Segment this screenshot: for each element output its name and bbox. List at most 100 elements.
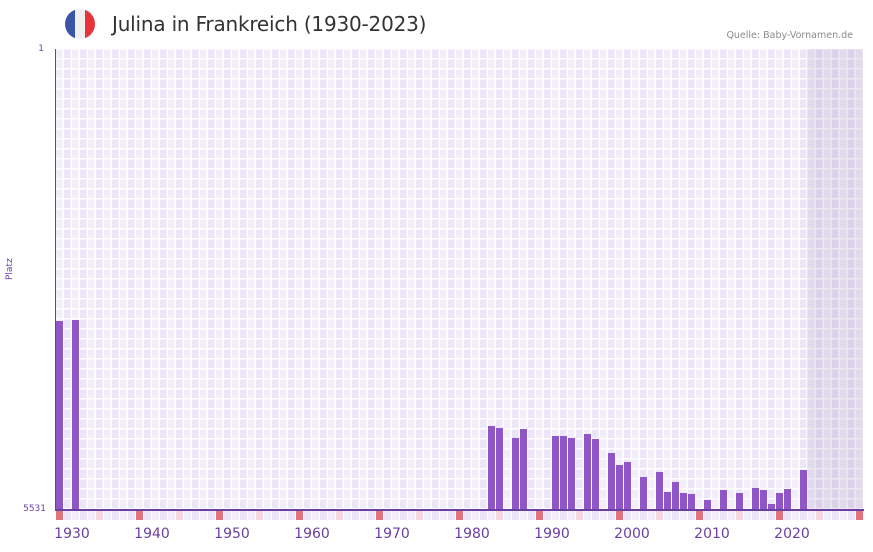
year-tick	[288, 511, 295, 520]
year-tick	[648, 511, 655, 520]
grid-background	[56, 49, 863, 508]
bar-2018[interactable]	[760, 490, 767, 509]
year-tick	[64, 511, 71, 520]
bar-2020[interactable]	[776, 493, 783, 509]
year-tick	[232, 511, 239, 520]
bar-2013[interactable]	[720, 490, 727, 509]
year-tick	[792, 511, 799, 520]
x-tick-label: 2020	[774, 526, 810, 542]
x-tick-label: 1950	[214, 526, 250, 542]
year-tick	[768, 511, 775, 520]
bar-1996[interactable]	[584, 434, 591, 509]
bar-2023[interactable]	[800, 470, 807, 509]
bar-2005[interactable]	[656, 471, 663, 509]
half-decade-tick	[496, 511, 503, 520]
year-tick	[840, 511, 847, 520]
year-tick	[824, 511, 831, 520]
bar-1930[interactable]	[56, 321, 63, 509]
year-tick	[600, 511, 607, 520]
bar-2006[interactable]	[664, 492, 671, 509]
decade-tick	[296, 511, 303, 520]
year-tick	[800, 511, 807, 520]
bar-1987[interactable]	[512, 438, 519, 509]
year-tick	[80, 511, 87, 520]
year-tick	[104, 511, 111, 520]
bar-2019[interactable]	[768, 504, 775, 509]
year-tick	[832, 511, 839, 520]
year-tick-strip	[55, 511, 864, 520]
bar-2009[interactable]	[688, 494, 695, 509]
year-tick	[664, 511, 671, 520]
bar-2021[interactable]	[784, 489, 791, 509]
year-tick	[120, 511, 127, 520]
year-tick	[688, 511, 695, 520]
y-tick-bottom: 5531	[23, 504, 46, 514]
bar-1932[interactable]	[72, 320, 79, 509]
year-tick	[760, 511, 767, 520]
half-decade-tick	[576, 511, 583, 520]
year-tick	[720, 511, 727, 520]
bar-2007[interactable]	[672, 481, 679, 509]
year-tick	[808, 511, 815, 520]
year-tick	[512, 511, 519, 520]
year-tick	[632, 511, 639, 520]
year-tick	[312, 511, 319, 520]
decade-tick	[216, 511, 223, 520]
x-tick-label: 1930	[54, 526, 90, 542]
year-tick	[240, 511, 247, 520]
flag-red-stripe	[85, 9, 95, 39]
year-tick	[480, 511, 487, 520]
x-tick-label: 1970	[374, 526, 410, 542]
half-decade-tick	[256, 511, 263, 520]
year-tick	[328, 511, 335, 520]
bar-1993[interactable]	[560, 436, 567, 509]
decade-tick	[856, 511, 863, 520]
year-tick	[744, 511, 751, 520]
year-tick	[728, 511, 735, 520]
year-tick	[752, 511, 759, 520]
bar-1994[interactable]	[568, 438, 575, 509]
x-axis-line	[55, 509, 864, 511]
plot-area	[55, 49, 864, 511]
year-tick	[504, 511, 511, 520]
year-tick	[88, 511, 95, 520]
bar-1999[interactable]	[608, 453, 615, 509]
year-tick	[192, 511, 199, 520]
year-tick	[352, 511, 359, 520]
year-tick	[264, 511, 271, 520]
year-tick	[680, 511, 687, 520]
bar-2003[interactable]	[640, 476, 647, 509]
bar-1984[interactable]	[488, 425, 495, 509]
bar-2000[interactable]	[616, 465, 623, 509]
half-decade-tick	[96, 511, 103, 520]
year-tick	[488, 511, 495, 520]
y-axis-label: Platz	[5, 258, 15, 280]
year-tick	[464, 511, 471, 520]
x-tick-label: 2010	[694, 526, 730, 542]
decade-tick	[376, 511, 383, 520]
bar-1985[interactable]	[496, 427, 503, 509]
bar-2011[interactable]	[704, 500, 711, 509]
bar-2015[interactable]	[736, 493, 743, 509]
bar-1992[interactable]	[552, 436, 559, 509]
year-tick	[592, 511, 599, 520]
year-tick	[424, 511, 431, 520]
half-decade-tick	[176, 511, 183, 520]
year-tick	[304, 511, 311, 520]
chart-title: Julina in Frankreich (1930-2023)	[112, 12, 427, 36]
half-decade-tick	[736, 511, 743, 520]
bar-2008[interactable]	[680, 493, 687, 509]
year-tick	[432, 511, 439, 520]
year-tick	[712, 511, 719, 520]
france-flag-icon	[65, 9, 95, 39]
year-tick	[160, 511, 167, 520]
x-tick-label: 1990	[534, 526, 570, 542]
bar-2017[interactable]	[752, 488, 759, 509]
bar-1997[interactable]	[592, 439, 599, 509]
year-tick	[384, 511, 391, 520]
bar-2001[interactable]	[624, 462, 631, 509]
year-tick	[552, 511, 559, 520]
half-decade-tick	[656, 511, 663, 520]
bar-1988[interactable]	[520, 428, 527, 509]
x-tick-label: 2000	[614, 526, 650, 542]
